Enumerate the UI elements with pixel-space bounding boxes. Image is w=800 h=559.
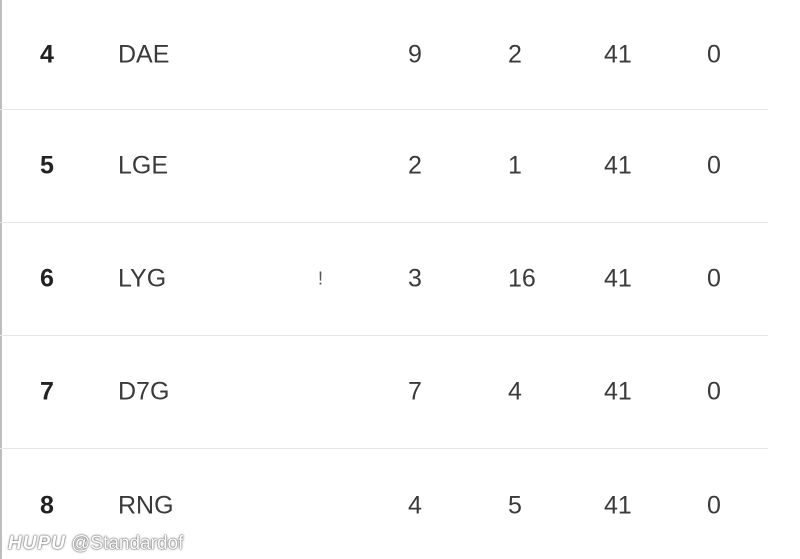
stat-cell: 2 [508,40,522,68]
stat-cell: 9 [408,40,422,68]
stat-cell: 2 [408,151,422,180]
table-row[interactable]: 7 D7G 7 4 41 0 [0,336,768,449]
watermark-handle: @Standardof [71,533,184,554]
stat-cell: 0 [707,40,721,68]
team-name-cell: D7G [118,377,170,406]
stat-cell: 41 [604,40,632,68]
stat-cell: 0 [707,377,721,406]
stat-cell: 1 [508,151,522,180]
stat-cell: 41 [604,377,632,406]
rank-cell: 7 [40,377,54,406]
team-name-cell: LGE [118,151,169,180]
rank-cell: 5 [40,151,54,180]
watermark-brand: HUPU [8,533,66,554]
stat-cell: 16 [508,264,536,293]
stat-cell: 7 [408,377,422,406]
stat-cell: 5 [508,491,522,519]
standings-table: 4 DAE 9 2 41 0 5 LGE 2 1 41 0 6 LYG ! 3 … [0,0,768,559]
table-row[interactable]: 5 LGE 2 1 41 0 [0,110,768,223]
rank-cell: 8 [40,491,54,519]
table-row[interactable]: 6 LYG ! 3 16 41 0 [0,223,768,336]
team-name-cell: DAE [118,40,170,68]
table-row[interactable]: 8 RNG 4 5 41 0 [0,449,768,559]
stat-cell: 0 [707,264,721,293]
left-border [0,0,2,559]
team-name-cell: RNG [118,491,174,519]
watermark: HUPU @Standardof [8,533,183,555]
stat-cell: 0 [707,151,721,180]
rank-cell: 6 [40,264,54,293]
team-name-cell: LYG [118,264,167,293]
rank-cell: 4 [40,40,54,68]
stat-cell: 41 [604,491,632,519]
partial-glyph: ! [318,268,324,289]
stat-cell: 41 [604,151,632,180]
stat-cell: 4 [408,491,422,519]
stat-cell: 41 [604,264,632,293]
table-row[interactable]: 4 DAE 9 2 41 0 [0,0,768,110]
stat-cell: 4 [508,377,522,406]
stat-cell: 3 [408,264,422,293]
stat-cell: 0 [707,491,721,519]
